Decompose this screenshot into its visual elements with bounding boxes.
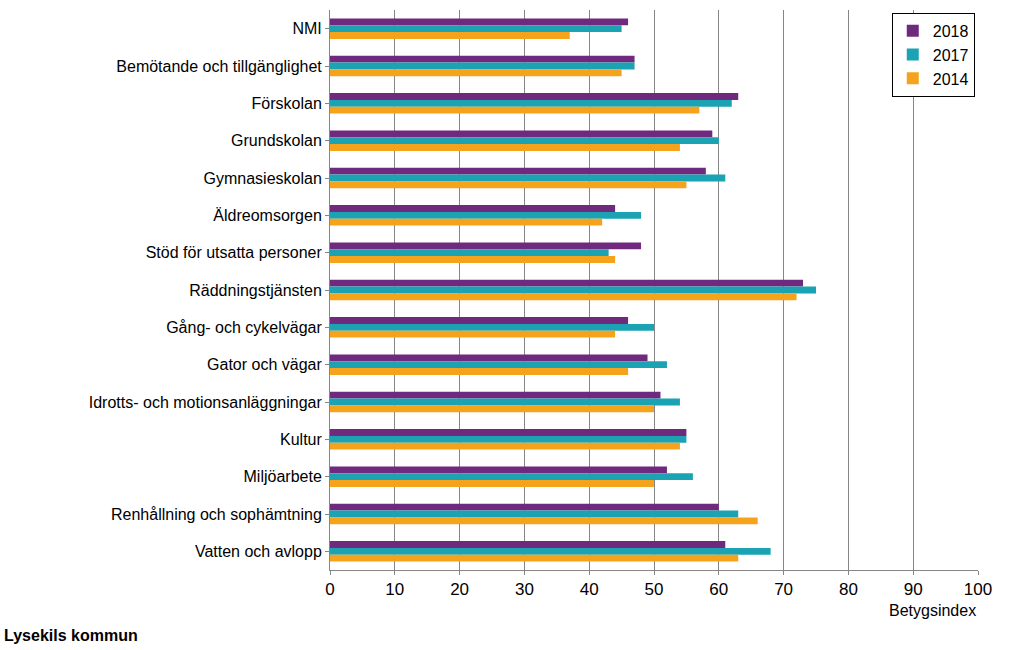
- svg-text:Lysekils kommun: Lysekils kommun: [4, 627, 138, 644]
- svg-text:0: 0: [325, 580, 334, 599]
- svg-text:70: 70: [774, 580, 793, 599]
- svg-text:20: 20: [450, 580, 469, 599]
- svg-text:60: 60: [709, 580, 728, 599]
- svg-text:2018: 2018: [933, 23, 969, 40]
- svg-text:Miljöarbete: Miljöarbete: [244, 468, 322, 485]
- svg-text:50: 50: [645, 580, 664, 599]
- svg-text:Grundskolan: Grundskolan: [231, 132, 322, 149]
- svg-text:Idrotts- och motionsanläggning: Idrotts- och motionsanläggningar: [89, 394, 323, 411]
- svg-text:Kultur: Kultur: [280, 431, 322, 448]
- svg-text:80: 80: [839, 580, 858, 599]
- svg-text:Vatten och avlopp: Vatten och avlopp: [195, 543, 322, 560]
- svg-text:100: 100: [964, 580, 992, 599]
- svg-text:90: 90: [904, 580, 923, 599]
- svg-text:10: 10: [385, 580, 404, 599]
- svg-text:Gång- och cykelvägar: Gång- och cykelvägar: [166, 319, 322, 336]
- svg-text:2014: 2014: [933, 71, 969, 88]
- svg-text:Äldreomsorgen: Äldreomsorgen: [213, 207, 322, 224]
- svg-text:30: 30: [515, 580, 534, 599]
- svg-text:Stöd för utsatta personer: Stöd för utsatta personer: [146, 244, 323, 261]
- svg-text:Förskolan: Förskolan: [252, 95, 322, 112]
- svg-text:Gymnasieskolan: Gymnasieskolan: [204, 170, 322, 187]
- svg-text:Gator och vägar: Gator och vägar: [207, 356, 322, 373]
- svg-text:Bemötande och tillgänglighet: Bemötande och tillgänglighet: [116, 58, 322, 75]
- svg-text:NMI: NMI: [292, 20, 321, 37]
- svg-text:40: 40: [580, 580, 599, 599]
- svg-text:2017: 2017: [933, 47, 969, 64]
- svg-text:Betygsindex: Betygsindex: [889, 602, 976, 619]
- svg-text:Räddningstjänsten: Räddningstjänsten: [189, 282, 322, 299]
- svg-text:Renhållning och sophämtning: Renhållning och sophämtning: [111, 506, 322, 523]
